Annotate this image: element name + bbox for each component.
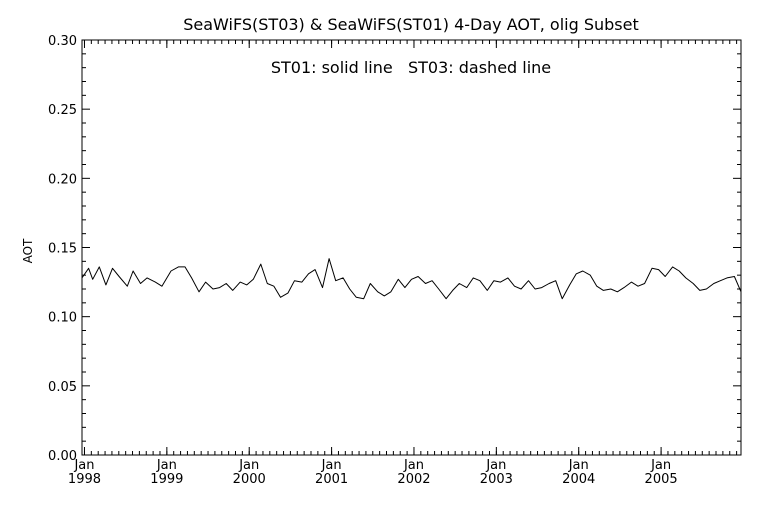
y-tick-label: 0.00 — [48, 449, 77, 464]
series-line-st01 — [81, 258, 742, 300]
x-tick-year-label: 2004 — [562, 472, 595, 487]
x-tick-month-label: Jan — [650, 458, 671, 473]
x-tick-year-label: 2005 — [645, 472, 678, 487]
x-tick-month-label: Jan — [156, 458, 177, 473]
x-tick-year-label: 2001 — [315, 472, 348, 487]
x-tick-month-label: Jan — [568, 458, 589, 473]
y-tick-label: 0.20 — [48, 172, 77, 187]
y-axis-label: AOT — [21, 238, 35, 263]
y-tick-label: 0.05 — [48, 380, 77, 395]
x-tick-month-label: Jan — [321, 458, 342, 473]
x-tick-month-label: Jan — [403, 458, 424, 473]
x-tick-month-label: Jan — [485, 458, 506, 473]
y-axis: 0.00 0.05 0.10 0.15 0.20 0.25 0.30 — [48, 34, 741, 464]
chart-title: SeaWiFS(ST03) & SeaWiFS(ST01) 4-Day AOT,… — [183, 15, 639, 34]
x-tick-year-label: 2000 — [233, 472, 266, 487]
y-tick-label: 0.10 — [48, 311, 77, 326]
y-tick-label: 0.15 — [48, 242, 77, 257]
x-tick-month-label: Jan — [73, 458, 94, 473]
x-tick-month-label: Jan — [238, 458, 259, 473]
y-tick-label: 0.25 — [48, 103, 77, 118]
x-tick-year-label: 2003 — [480, 472, 513, 487]
y-tick-label: 0.30 — [48, 34, 77, 49]
x-tick-year-label: 1998 — [68, 472, 101, 487]
series-layer — [81, 258, 742, 300]
x-axis: Jan1998Jan1999Jan2000Jan2001Jan2002Jan20… — [68, 40, 738, 487]
x-tick-year-label: 2002 — [397, 472, 430, 487]
x-tick-year-label: 1999 — [150, 472, 183, 487]
chart-annotation: ST01: solid line ST03: dashed line — [271, 58, 551, 77]
plot-frame — [81, 39, 742, 456]
